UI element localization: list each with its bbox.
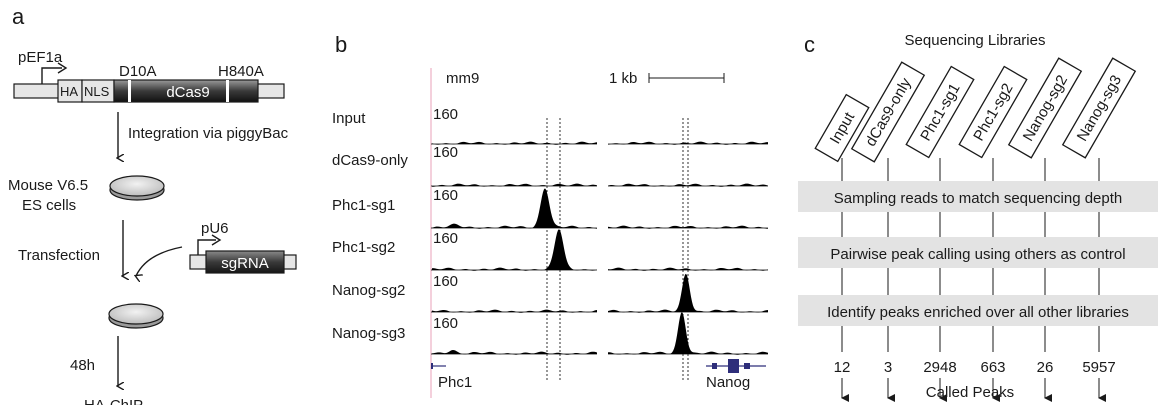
track-label: dCas9-only xyxy=(332,152,408,169)
panel-c: c Sequencing Libraries Input dCas9-only … xyxy=(798,32,1158,402)
track-label: Nanog-sg3 xyxy=(332,325,405,342)
ef1a-promoter-label: pEF1a xyxy=(18,49,63,66)
panel-c-letter: c xyxy=(804,32,815,57)
track-max-label: 160 xyxy=(433,187,458,204)
track-nanog-sg3: Nanog-sg3 160 xyxy=(332,312,768,355)
count-nanog-sg2: 26 xyxy=(1037,359,1054,376)
track-signal xyxy=(432,229,768,271)
u6-promoter-label: pU6 xyxy=(201,220,229,237)
track-phc1-sg1: Phc1-sg1 160 xyxy=(332,187,768,229)
track-label: Phc1-sg2 xyxy=(332,239,395,256)
track-label: Nanog-sg2 xyxy=(332,282,405,299)
ha-tag-label: HA xyxy=(60,84,78,99)
scale-bar xyxy=(648,73,725,83)
track-label: Input xyxy=(332,110,366,127)
nanog-exon-2 xyxy=(728,359,739,373)
step-text-sampling: Sampling reads to match sequencing depth xyxy=(834,190,1123,207)
dcas9-label: dCas9 xyxy=(166,84,209,101)
library-box xyxy=(905,65,975,159)
nls-label: NLS xyxy=(84,84,110,99)
integration-step-label: Integration via piggyBac xyxy=(128,125,289,142)
dish-2-icon xyxy=(108,303,164,325)
panel-b-letter: b xyxy=(335,32,347,57)
library-box xyxy=(850,61,926,163)
signal-tracks: Input 160 dCas9-only 160 Phc1-sg1 160 xyxy=(332,106,768,355)
cells-label-line1: Mouse V6.5 xyxy=(8,177,88,194)
panel-a: a pEF1a HA NLS dCas9 D10A H840A Integrat… xyxy=(8,4,297,405)
library-box xyxy=(1061,57,1137,159)
h840a-mark xyxy=(226,80,229,102)
panel-b: b mm9 1 kb Input 160 dCas9-only 160 xyxy=(332,32,768,398)
track-input: Input 160 xyxy=(332,106,768,145)
track-phc1-sg2: Phc1-sg2 160 xyxy=(332,229,768,271)
step-text-identify: Identify peaks enriched over all other l… xyxy=(827,304,1129,321)
track-max-label: 160 xyxy=(433,230,458,247)
panel-a-letter: a xyxy=(12,4,25,29)
d10a-mark xyxy=(128,80,131,102)
track-signal xyxy=(432,188,768,229)
counts-background xyxy=(800,352,1158,378)
ef1a-promoter-arrowhead-icon xyxy=(57,62,68,74)
h840a-label: H840A xyxy=(218,63,264,80)
count-phc1-sg2: 663 xyxy=(980,359,1005,376)
track-label: Phc1-sg1 xyxy=(332,197,395,214)
ha-chip-label: HA-ChIP xyxy=(84,397,143,405)
count-input: 12 xyxy=(834,359,851,376)
library-box xyxy=(1007,57,1083,159)
track-max-label: 160 xyxy=(433,106,458,123)
dcas9-box xyxy=(113,79,259,103)
libraries-title: Sequencing Libraries xyxy=(905,32,1046,49)
u6-promoter-arrow-icon xyxy=(197,239,216,256)
scale-bar-label: 1 kb xyxy=(609,70,637,87)
d10a-label: D10A xyxy=(119,63,157,80)
count-nanog-sg3: 5957 xyxy=(1082,359,1115,376)
sgrna-label: sgRNA xyxy=(221,255,269,272)
track-signal xyxy=(432,273,768,313)
sgrna-box xyxy=(205,250,285,274)
library-box-input: Input xyxy=(814,93,870,163)
gene-annotation: Phc1 Nanog xyxy=(431,359,766,391)
nanog-gene-label: Nanog xyxy=(706,374,750,391)
step-text-pairwise: Pairwise peak calling using others as co… xyxy=(830,246,1125,263)
count-phc1-sg1: 2948 xyxy=(923,359,956,376)
step-bar-pairwise xyxy=(798,237,1158,268)
nanog-exon-1 xyxy=(712,363,717,369)
dish-1-icon xyxy=(109,175,165,197)
library-box xyxy=(814,93,870,163)
called-peaks-label: Called Peaks xyxy=(926,384,1014,401)
track-nanog-sg2: Nanog-sg2 160 xyxy=(332,273,768,313)
phc1-gene-label: Phc1 xyxy=(438,374,472,391)
track-dcas9-only: dCas9-only 160 xyxy=(332,144,768,187)
library-box xyxy=(958,65,1028,159)
cells-label-line2: ES cells xyxy=(22,197,76,214)
track-max-label: 160 xyxy=(433,315,458,332)
u6-promoter-arrowhead-icon xyxy=(211,234,222,246)
track-max-label: 160 xyxy=(433,273,458,290)
transfection-step-label: Transfection xyxy=(18,247,100,264)
track-max-label: 160 xyxy=(433,144,458,161)
track-signal xyxy=(432,312,768,355)
ef1a-promoter-arrow-icon xyxy=(41,67,62,84)
genome-build-label: mm9 xyxy=(446,70,479,87)
count-dcas9-only: 3 xyxy=(884,359,892,376)
step-bar-identify xyxy=(798,295,1158,326)
incubation-time-label: 48h xyxy=(70,357,95,374)
nanog-exon-3 xyxy=(744,363,750,369)
step-bar-sampling xyxy=(798,181,1158,212)
sgrna-merge-arrow-icon xyxy=(136,246,183,276)
